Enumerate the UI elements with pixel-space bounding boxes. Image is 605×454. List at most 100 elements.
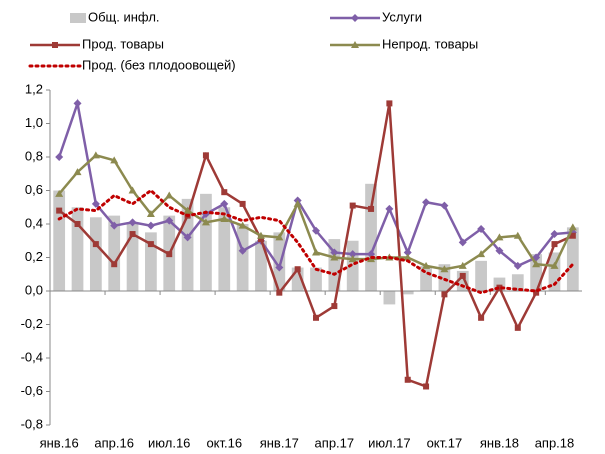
marker bbox=[386, 100, 393, 107]
marker bbox=[312, 226, 320, 235]
marker bbox=[478, 314, 485, 321]
marker bbox=[275, 263, 284, 272]
bar bbox=[456, 270, 469, 291]
marker bbox=[349, 202, 356, 209]
y-tick-label: 1,0 bbox=[25, 115, 43, 130]
marker bbox=[146, 209, 155, 217]
marker bbox=[74, 221, 81, 227]
marker bbox=[183, 233, 192, 242]
marker bbox=[146, 221, 155, 230]
marker bbox=[568, 223, 577, 231]
marker bbox=[221, 189, 228, 196]
marker bbox=[330, 253, 339, 261]
marker bbox=[294, 266, 301, 273]
x-tick-label: апр.18 bbox=[535, 435, 575, 450]
bar bbox=[346, 240, 359, 291]
y-tick-label: 0,6 bbox=[25, 182, 43, 197]
bar bbox=[291, 267, 304, 291]
marker bbox=[220, 214, 229, 222]
bar bbox=[475, 260, 487, 291]
marker bbox=[458, 261, 467, 269]
y-tick-label: 0,8 bbox=[25, 148, 43, 163]
marker bbox=[165, 216, 174, 225]
marker bbox=[91, 199, 100, 208]
legend-label: Прод. (без плодоовощей) bbox=[82, 57, 236, 72]
bar bbox=[365, 183, 377, 291]
bar bbox=[126, 224, 139, 291]
marker bbox=[201, 218, 210, 226]
marker bbox=[569, 232, 576, 239]
x-tick-label: апр.17 bbox=[315, 435, 355, 450]
marker bbox=[495, 233, 504, 241]
bar bbox=[328, 239, 341, 291]
marker bbox=[404, 376, 411, 383]
marker bbox=[330, 248, 339, 257]
marker bbox=[348, 255, 357, 263]
marker bbox=[73, 99, 82, 108]
marker bbox=[276, 289, 283, 296]
marker bbox=[403, 248, 412, 257]
marker bbox=[52, 42, 58, 48]
bar bbox=[53, 190, 66, 291]
marker bbox=[220, 199, 229, 208]
marker bbox=[440, 201, 449, 210]
x-tick-label: окт.17 bbox=[427, 435, 463, 450]
marker bbox=[129, 231, 136, 238]
marker bbox=[422, 198, 431, 207]
marker bbox=[422, 261, 431, 269]
series-line bbox=[57, 188, 575, 295]
y-tick-label: -0,4 bbox=[21, 349, 43, 364]
marker bbox=[550, 261, 559, 269]
marker bbox=[256, 231, 265, 239]
marker bbox=[128, 218, 137, 227]
legend-label: Прод. товары bbox=[82, 36, 164, 51]
marker bbox=[238, 246, 247, 255]
marker bbox=[533, 289, 540, 296]
bar bbox=[548, 252, 561, 291]
marker bbox=[55, 153, 64, 161]
marker bbox=[459, 272, 466, 279]
marker bbox=[368, 205, 375, 212]
marker bbox=[440, 265, 449, 273]
y-tick-label: 1,2 bbox=[25, 81, 43, 96]
marker bbox=[551, 241, 558, 248]
marker bbox=[110, 221, 119, 230]
bar bbox=[511, 274, 524, 291]
marker bbox=[110, 156, 119, 164]
y-tick-label: 0,2 bbox=[25, 249, 43, 264]
marker bbox=[275, 233, 284, 241]
bar bbox=[493, 277, 506, 291]
marker bbox=[477, 250, 486, 258]
x-tick-label: янв.16 bbox=[40, 435, 79, 450]
bar bbox=[89, 217, 102, 291]
marker bbox=[73, 168, 82, 176]
bar bbox=[273, 232, 286, 291]
bar bbox=[218, 207, 231, 291]
marker bbox=[293, 199, 302, 207]
marker bbox=[257, 236, 264, 243]
bar bbox=[383, 291, 396, 305]
bar bbox=[310, 267, 322, 291]
y-tick-label: -0,6 bbox=[21, 383, 43, 398]
x-tick-label: июл.16 bbox=[148, 435, 190, 450]
marker bbox=[56, 207, 63, 214]
marker bbox=[458, 238, 467, 247]
bar bbox=[181, 198, 194, 291]
marker bbox=[166, 251, 173, 258]
marker bbox=[351, 41, 359, 48]
marker bbox=[331, 303, 338, 310]
bar bbox=[145, 232, 157, 291]
legend-label: Непрод. товары bbox=[382, 36, 478, 51]
bar bbox=[200, 193, 212, 291]
marker bbox=[128, 186, 137, 194]
x-tick-label: окт.16 bbox=[206, 435, 242, 450]
x-tick-label: янв.18 bbox=[480, 435, 519, 450]
bar bbox=[566, 227, 579, 291]
marker bbox=[513, 231, 522, 239]
marker bbox=[513, 261, 522, 270]
legend-label: Общ. инфл. bbox=[88, 9, 160, 24]
legend-swatch bbox=[70, 13, 86, 23]
y-tick-label: 0,0 bbox=[25, 282, 43, 297]
marker bbox=[351, 14, 359, 22]
